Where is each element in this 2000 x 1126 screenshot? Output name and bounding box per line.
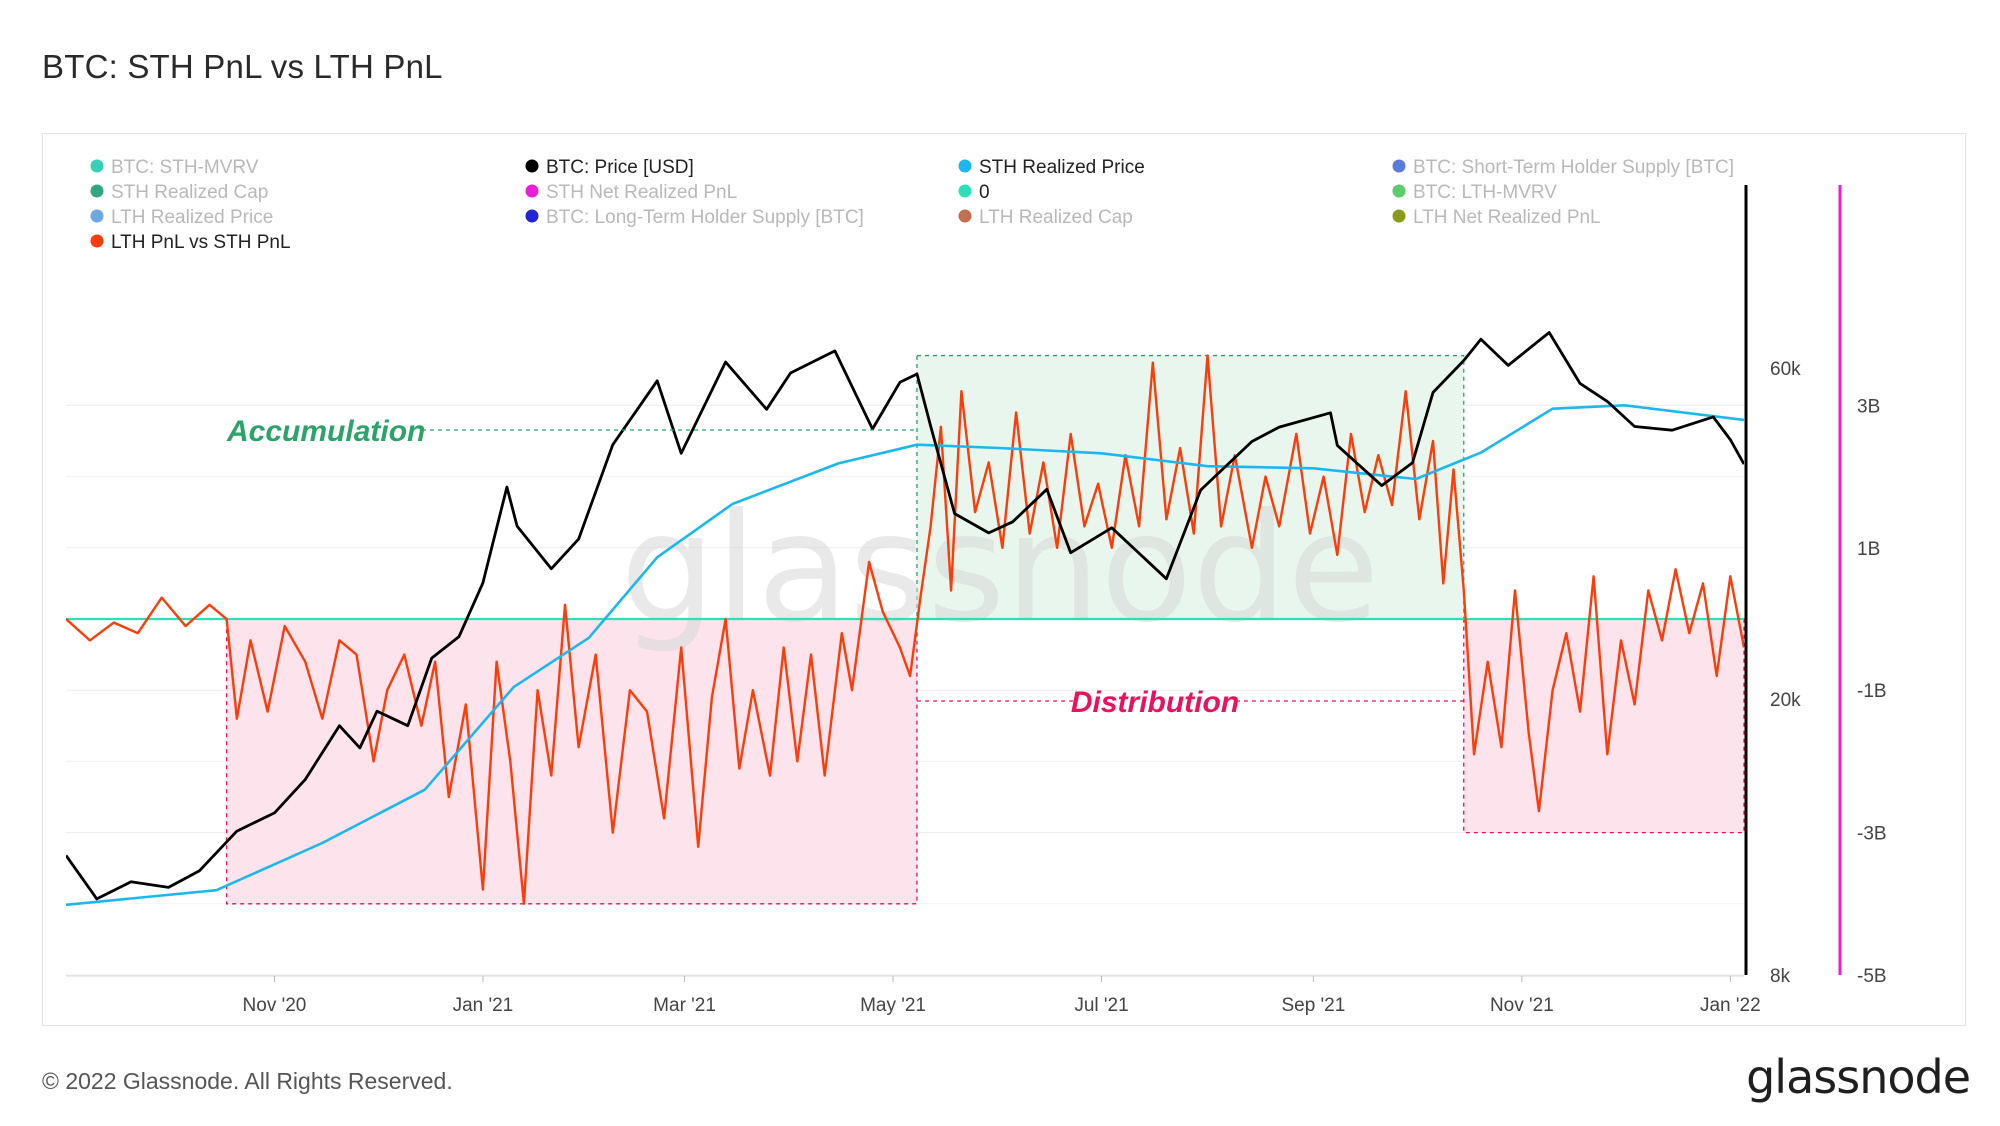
x-tick-label: Nov '20 xyxy=(243,995,307,1016)
legend-swatch xyxy=(958,159,972,173)
legend-label: LTH PnL vs STH PnL xyxy=(111,232,291,253)
footer-logo[interactable]: glassnode xyxy=(1746,1050,1971,1104)
legend-item[interactable]: BTC: Price [USD] xyxy=(525,157,694,178)
legend-swatch xyxy=(525,184,539,198)
y-right-tick-label: -1B xyxy=(1857,681,1887,702)
legend-swatch xyxy=(90,159,104,173)
x-tick-label: Sep '21 xyxy=(1281,995,1345,1016)
distribution-region-0 xyxy=(225,618,918,905)
legend-item[interactable]: STH Realized Cap xyxy=(90,182,269,203)
x-tick-label: Mar '21 xyxy=(653,995,716,1016)
legend-item[interactable]: STH Net Realized PnL xyxy=(525,182,738,203)
x-tick-label: Jan '21 xyxy=(453,995,514,1016)
x-tick-label: Jul '21 xyxy=(1074,995,1128,1016)
legend-item[interactable]: STH Realized Price xyxy=(958,157,1145,178)
lth-vs-sth-pnl-line xyxy=(66,354,1744,905)
legend-label: 0 xyxy=(979,182,990,203)
legend-item[interactable]: LTH Realized Cap xyxy=(958,207,1133,228)
x-tick-label: Jan '22 xyxy=(1700,995,1761,1016)
annotation-layer: Accumulation Distribution xyxy=(226,415,1464,719)
chart-frame xyxy=(42,133,1966,1026)
distribution-label: Distribution xyxy=(1071,686,1239,719)
legend-label: BTC: Long-Term Holder Supply [BTC] xyxy=(546,207,864,228)
y-left-tick-label: 60k xyxy=(1770,359,1801,380)
legend-swatch xyxy=(1392,159,1406,173)
legend-item[interactable]: LTH Realized Price xyxy=(90,207,274,228)
legend-item[interactable]: BTC: Short-Term Holder Supply [BTC] xyxy=(1392,157,1734,178)
legend-swatch xyxy=(525,209,539,223)
legend-item[interactable]: BTC: LTH-MVRV xyxy=(1392,182,1558,203)
legend-item[interactable]: 0 xyxy=(958,182,990,203)
legend-label: BTC: Price [USD] xyxy=(546,157,694,178)
legend-swatch xyxy=(958,209,972,223)
legend-swatch xyxy=(958,184,972,198)
legend-label: STH Realized Price xyxy=(979,157,1145,178)
legend-label: BTC: LTH-MVRV xyxy=(1413,182,1557,203)
region-layer xyxy=(225,354,1745,905)
y-left-tick-label: 8k xyxy=(1770,966,1791,987)
sth-realized-price-line xyxy=(66,404,1744,907)
legend-label: LTH Realized Price xyxy=(111,207,273,228)
legend-swatch xyxy=(90,234,104,248)
y-right-tick-label: -3B xyxy=(1857,824,1887,845)
legend-label: BTC: STH-MVRV xyxy=(111,157,259,178)
legend-swatch xyxy=(1392,184,1406,198)
btc-price-line xyxy=(66,331,1744,901)
y-right-tick-label: 1B xyxy=(1857,539,1880,560)
axis-layer: 60k 20k 8k 3B 1B -1B -3B -5B Nov '20 Jan '21 Mar '… xyxy=(66,185,1887,1016)
legend-item[interactable]: BTC: Long-Term Holder Supply [BTC] xyxy=(525,207,864,228)
watermark-logo: glassnode xyxy=(620,482,1379,656)
legend-label: STH Net Realized PnL xyxy=(546,182,737,203)
legend-label: BTC: Short-Term Holder Supply [BTC] xyxy=(1413,157,1734,178)
x-tick-label: May '21 xyxy=(860,995,926,1016)
legend-swatch xyxy=(90,184,104,198)
series-layer xyxy=(66,331,1744,907)
y-left-tick-label: 20k xyxy=(1770,690,1801,711)
accumulation-label: Accumulation xyxy=(226,415,425,448)
y-right-tick-label: 3B xyxy=(1857,396,1880,417)
distribution-region-2 xyxy=(1463,618,1745,834)
x-tick-label: Nov '21 xyxy=(1490,995,1554,1016)
page-title: BTC: STH PnL vs LTH PnL xyxy=(42,48,443,85)
legend: BTC: STH-MVRV BTC: Price [USD] STH Realize… xyxy=(90,157,1734,253)
y-right-tick-label: -5B xyxy=(1857,966,1887,987)
legend-label: STH Realized Cap xyxy=(111,182,268,203)
legend-swatch xyxy=(90,209,104,223)
footer-copyright: © 2022 Glassnode. All Rights Reserved. xyxy=(42,1068,453,1094)
legend-item[interactable]: LTH PnL vs STH PnL xyxy=(90,232,291,253)
legend-label: LTH Realized Cap xyxy=(979,207,1133,228)
legend-item[interactable]: BTC: STH-MVRV xyxy=(90,157,259,178)
legend-swatch xyxy=(525,159,539,173)
legend-swatch xyxy=(1392,209,1406,223)
legend-item[interactable]: LTH Net Realized PnL xyxy=(1392,207,1601,228)
legend-label: LTH Net Realized PnL xyxy=(1413,207,1601,228)
